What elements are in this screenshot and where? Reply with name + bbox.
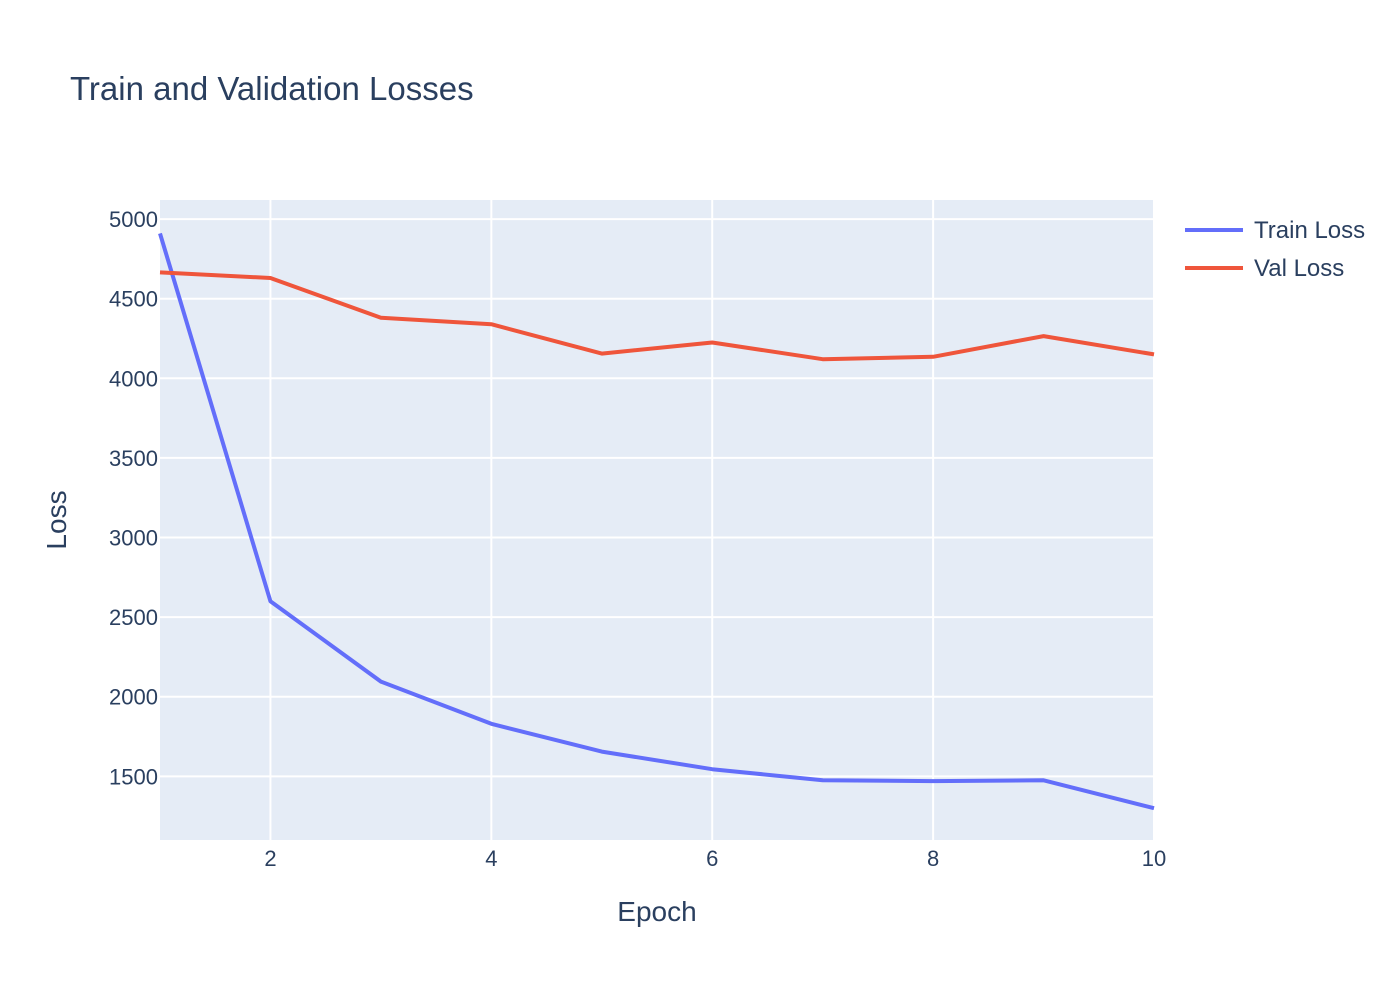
y-tick-label: 4500 (109, 287, 158, 312)
x-axis-title: Epoch (617, 896, 696, 927)
x-tick-labels: 2 4 6 8 10 (264, 846, 1166, 871)
y-tick-label: 4000 (109, 366, 158, 391)
y-tick-label: 5000 (109, 207, 158, 232)
legend-item-train-loss[interactable]: Train Loss (1185, 217, 1365, 244)
x-tick-label: 6 (706, 846, 718, 871)
x-tick-label: 8 (927, 846, 939, 871)
plot-area (160, 200, 1154, 840)
y-tick-label: 1500 (109, 764, 158, 789)
series-line-train-loss (158, 232, 1155, 811)
x-tick-label: 2 (264, 846, 276, 871)
chart-title: Train and Validation Losses (70, 70, 474, 107)
y-tick-label: 2000 (109, 685, 158, 710)
x-gridlines (269, 200, 1155, 840)
x-tick-label: 4 (485, 846, 497, 871)
legend-label: Val Loss (1254, 255, 1344, 282)
legend-item-val-loss[interactable]: Val Loss (1185, 255, 1344, 282)
y-tick-label: 2500 (109, 605, 158, 630)
series-lines (158, 232, 1155, 811)
y-tick-label: 3000 (109, 526, 158, 551)
y-axis-title: Loss (41, 490, 72, 549)
legend[interactable]: Train Loss Val Loss (1185, 217, 1365, 282)
y-tick-labels: 1500 2000 2500 3000 3500 4000 4500 5000 (109, 207, 158, 789)
series-line-val-loss (159, 270, 1155, 362)
legend-label: Train Loss (1254, 217, 1365, 244)
y-tick-label: 3500 (109, 446, 158, 471)
x-tick-label: 10 (1142, 846, 1166, 871)
